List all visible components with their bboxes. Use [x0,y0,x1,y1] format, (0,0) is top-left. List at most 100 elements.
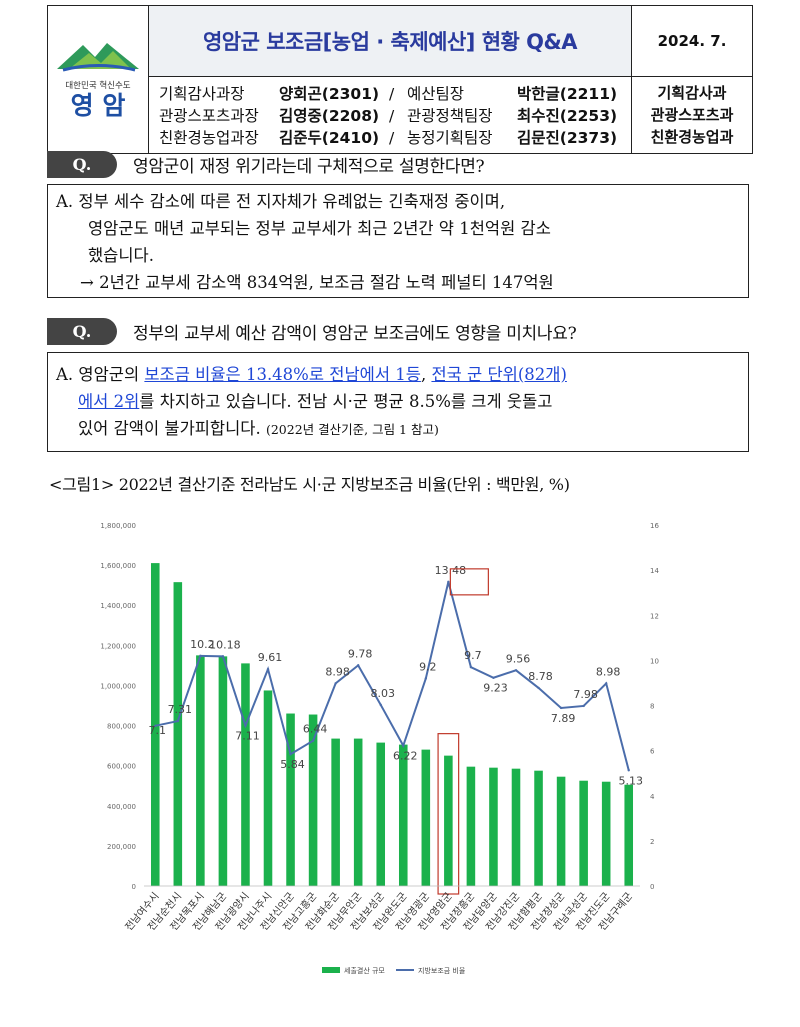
ratio-point [492,676,495,679]
answer-line: 했습니다. [88,246,154,265]
ratio-data-label: 9.23 [483,682,508,695]
ratio-point [537,686,540,690]
staff-name: 양회곤(2301) [279,85,380,103]
answer-line: 영암군도 매년 교부되는 정부 교부세가 최근 2년간 약 1천억원 감소 [88,219,551,238]
y-right-tick-label: 16 [650,522,659,530]
answer-highlight-link: 보조금 비율은 13.48%로 전남에서 1등 [144,365,421,384]
bar [444,755,453,886]
ratio-point [469,665,473,669]
logo-slogan: 대한민국 혁신수도 [65,80,131,91]
answer-box: A. 정부 세수 감소에 따른 전 지자체가 유례없는 긴축재정 중이며, 영암… [47,184,749,298]
highlight-label-box [449,568,489,596]
department-name: 친환경농업과 [650,128,734,146]
y-right-tick-label: 8 [650,703,654,711]
ratio-data-label: 6.22 [393,750,418,763]
mountain-logo-icon [57,42,139,71]
y-right-tick-label: 10 [650,657,659,665]
legend-bar-label: 세출결산 규모 [344,966,385,975]
ratio-point [559,706,563,710]
ratio-point [221,655,225,658]
bar [421,749,431,886]
bar [466,766,476,886]
bar [601,781,611,886]
ratio-point [447,580,450,584]
answer-text: 를 차지하고 있습니다. 전남 시·군 평균 8.5%를 크게 웃돌고 [139,392,553,411]
figure-caption: <그림1> 2022년 결산기준 전라남도 시·군 지방보조금 비율(단위 : … [49,475,570,494]
bar [376,742,386,886]
y-right-tick-label: 14 [650,567,659,575]
ratio-point [424,677,428,680]
bar [398,744,408,886]
document-title: 영암군 보조금[농업 · 축제예산] 현황 Q&A [202,30,578,54]
ratio-data-label: 8.98 [325,665,350,678]
y-right-tick-label: 2 [650,838,654,846]
ratio-point [334,682,337,685]
ratio-data-label: 7.89 [551,712,576,725]
answer-text: A. 영암군의 [56,365,145,384]
staff-cell: 기획감사과장 양회곤(2301) / 예산팀장 박한글(2211) 관광스포츠과… [148,76,632,154]
y-left-tick-label: 1,200,000 [100,642,136,650]
answer-line: A. 정부 세수 감소에 따른 전 지자체가 유례없는 긴축재정 중이며, [56,192,506,211]
ratio-data-label: 8.78 [528,670,553,683]
document-date: 2024. 7. [657,32,727,50]
bar [579,780,588,886]
answer-text: , [420,365,432,384]
staff-team: 관광정책팀장 [407,107,493,125]
bar [511,768,521,886]
staff-sep: / [389,129,395,147]
ratio-point [402,744,405,747]
bar [308,714,318,886]
date-cell: 2024. 7. [631,5,753,77]
y-left-tick-label: 200,000 [107,843,136,851]
answer-line: 있어 감액이 불가피합니다. (2022년 결산기준, 그림 1 참고) [56,415,740,443]
y-left-tick-label: 1,600,000 [100,562,136,570]
ratio-data-label: 7.11 [235,730,259,743]
ratio-point [154,724,157,728]
staff-team: 예산팀장 [407,85,465,103]
y-left-tick-label: 600,000 [107,763,136,771]
y-left-tick-label: 400,000 [107,803,136,811]
ratio-point [199,654,202,658]
answer-box: A. 영암군의 보조금 비율은 13.48%로 전남에서 1등, 전국 군 단위… [47,352,749,452]
ratio-data-label: 9.61 [258,651,283,664]
y-right-tick-label: 4 [650,793,655,801]
bar [624,784,634,886]
staff-team-name: 김문진(2373) [517,129,618,147]
ratio-point [266,667,270,671]
answer-line: A. 영암군의 보조금 비율은 13.48%로 전남에서 1등, 전국 군 단위… [56,361,740,388]
staff-row: 관광스포츠과장 김영중(2208) / 관광정책팀장 최수진(2253) [159,105,631,127]
ratio-data-label: 10.2 [190,638,215,651]
question-label: Q. [47,151,117,178]
ratio-data-label: 5.13 [618,774,643,787]
bar [218,656,228,886]
staff-dept: 기획감사과장 [159,85,245,103]
y-right-tick-label: 12 [650,612,659,620]
staff-row: 기획감사과장 양회곤(2301) / 예산팀장 박한글(2211) [159,83,631,105]
y-left-tick-label: 1,400,000 [100,602,136,610]
question-text: 영암군이 재정 위기라는데 구체적으로 설명한다면? [133,157,485,177]
answer-text: 있어 감액이 불가피합니다. [78,419,261,438]
ratio-point [289,753,292,756]
department-cell: 기획감사과 관광스포츠과 친환경농업과 [631,76,753,154]
ratio-data-label: 7.31 [168,703,193,716]
staff-row: 친환경농업과장 김준두(2410) / 농정기획팀장 김문진(2373) [159,127,631,149]
bar [286,713,295,886]
bar [534,770,543,886]
question-text: 정부의 교부세 예산 감액이 영암군 보조금에도 영향을 미치나요? [133,324,577,344]
y-left-tick-label: 1,800,000 [100,522,136,530]
title-cell: 영암군 보조금[농업 · 축제예산] 현황 Q&A [148,5,632,77]
staff-dept: 관광스포츠과장 [159,107,259,125]
staff-name: 김영중(2208) [279,107,380,125]
ratio-line [155,581,630,771]
ratio-point [244,724,247,727]
ratio-data-label: 8.98 [596,665,621,678]
ratio-data-label: 7.1 [149,724,167,737]
y-right-tick-label: 0 [650,883,654,891]
answer-highlight-link: 에서 2위 [78,392,140,411]
answer-highlight-link: 전국 군 단위(82개) [431,365,567,384]
ratio-point [627,769,630,772]
ratio-data-label: 8.03 [370,687,395,700]
bar [489,767,498,886]
bar [150,563,160,886]
y-left-tick-label: 800,000 [107,723,136,731]
